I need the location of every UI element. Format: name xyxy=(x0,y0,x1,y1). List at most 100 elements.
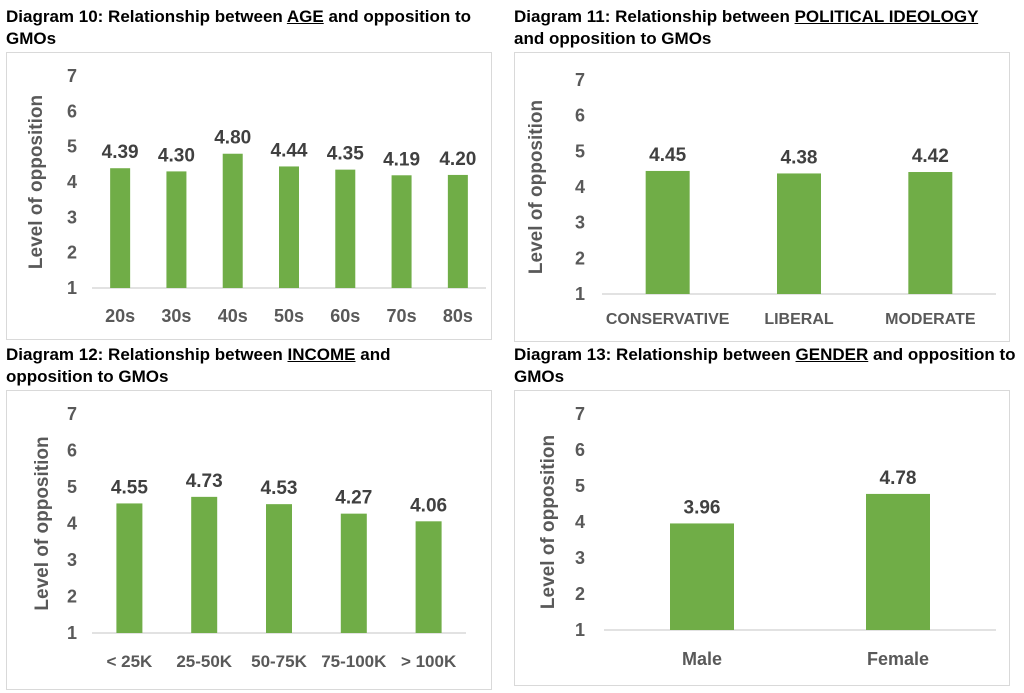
x-tick-label: 50-75K xyxy=(251,652,307,671)
bar xyxy=(777,173,821,294)
y-tick-label: 7 xyxy=(67,404,77,424)
y-tick-label: 2 xyxy=(67,587,77,607)
bar xyxy=(222,153,243,288)
x-tick-label: 50s xyxy=(274,306,304,326)
data-label: 3.96 xyxy=(684,497,721,518)
data-label: 4.38 xyxy=(781,147,818,168)
bar xyxy=(645,170,690,294)
chart-title-suffix: and opposition to GMOs xyxy=(514,345,1016,386)
bar xyxy=(166,171,187,288)
y-tick-label: 7 xyxy=(575,70,585,90)
x-tick-label: 60s xyxy=(330,306,360,326)
bar xyxy=(670,523,734,630)
chart-plot-income: 1 2 3 4 5 6 7 Level of opposition 4.55 < 25K 4.73 2… xyxy=(32,404,466,671)
chart-title: Diagram 12: Relationship between INCOME … xyxy=(6,344,436,388)
chart-title-suffix: and opposition to GMOs xyxy=(514,29,712,48)
y-axis-label: Level of opposition xyxy=(538,435,559,609)
chart-title-key: GENDER xyxy=(795,345,869,364)
y-tick-label: 3 xyxy=(67,550,77,570)
y-tick-label: 5 xyxy=(575,476,585,496)
x-tick-label: Male xyxy=(682,649,722,669)
chart-plot-age: 1 2 3 4 5 6 7 Level of opposition 4.39 20s 4.30 30s… xyxy=(26,66,486,326)
x-tick-label: 70s xyxy=(387,306,417,326)
y-tick-label: 2 xyxy=(575,248,585,268)
data-label: 4.53 xyxy=(261,478,298,499)
y-tick-label: 2 xyxy=(67,243,77,263)
bar xyxy=(191,496,218,633)
bar xyxy=(266,504,292,633)
chart-panel-political-ideology: Diagram 11: Relationship between POLITIC… xyxy=(514,6,1020,344)
chart-panel-income: Diagram 12: Relationship between INCOME … xyxy=(6,344,506,691)
data-label: 4.78 xyxy=(880,468,917,489)
chart-title: Diagram 11: Relationship between POLITIC… xyxy=(514,6,1004,50)
y-axis-label: Level of opposition xyxy=(26,95,47,269)
bar xyxy=(415,521,442,633)
data-label: 4.45 xyxy=(649,145,686,166)
data-label: 4.20 xyxy=(439,149,476,170)
chart-title-prefix: Diagram 12: Relationship between xyxy=(6,345,288,364)
y-tick-label: 4 xyxy=(67,172,77,192)
y-tick-label: 6 xyxy=(575,106,585,126)
x-tick-label: > 100K xyxy=(401,652,457,671)
chart-title-suffix: and opposition to GMOs xyxy=(6,7,472,48)
data-label: 4.73 xyxy=(186,471,223,492)
y-tick-label: 6 xyxy=(67,101,77,121)
chart-title-prefix: Diagram 11: Relationship between xyxy=(514,7,795,26)
chart-title: Diagram 10: Relationship between AGE and… xyxy=(6,6,486,50)
y-tick-label: 6 xyxy=(67,441,77,461)
data-label: 4.35 xyxy=(327,144,364,165)
chart-panel-gender: Diagram 13: Relationship between GENDER … xyxy=(514,344,1020,691)
y-axis-label: Level of opposition xyxy=(32,436,53,610)
bar xyxy=(391,175,412,288)
y-tick-label: 3 xyxy=(575,548,585,568)
x-tick-label: CONSERVATIVE xyxy=(606,311,730,328)
x-tick-label: LIBERAL xyxy=(764,311,834,328)
data-label: 4.30 xyxy=(158,145,195,166)
bar xyxy=(110,168,131,288)
chart-title-prefix: Diagram 10: Relationship between xyxy=(6,7,287,26)
x-tick-label: MODERATE xyxy=(885,311,976,328)
chart-plot-gender: 1 2 3 4 5 6 7 Level of opposition 3.96 Male 4.78 Fe… xyxy=(538,404,996,669)
bar xyxy=(340,513,367,633)
y-tick-label: 5 xyxy=(575,141,585,161)
y-tick-label: 3 xyxy=(575,213,585,233)
data-label: 4.27 xyxy=(335,488,372,509)
chart-title-key: AGE xyxy=(286,7,324,26)
data-label: 4.55 xyxy=(111,477,148,498)
bar xyxy=(447,174,468,288)
x-tick-label: 25-50K xyxy=(176,652,232,671)
data-label: 4.44 xyxy=(271,140,308,161)
chart-frame xyxy=(6,390,492,690)
y-tick-label: 4 xyxy=(575,177,585,197)
x-tick-label: 80s xyxy=(443,306,473,326)
y-tick-label: 1 xyxy=(67,278,77,298)
y-tick-label: 4 xyxy=(575,512,585,532)
y-tick-label: 1 xyxy=(67,623,77,643)
data-label: 4.39 xyxy=(102,142,139,163)
y-tick-label: 4 xyxy=(67,514,77,534)
data-label: 4.42 xyxy=(912,146,949,167)
y-tick-label: 6 xyxy=(575,440,585,460)
y-axis-label: Level of opposition xyxy=(526,100,547,274)
chart-title-key: POLITICAL IDEOLOGY xyxy=(794,7,979,26)
bar xyxy=(279,166,299,288)
y-tick-label: 3 xyxy=(67,207,77,227)
x-tick-label: 75-100K xyxy=(321,652,387,671)
y-tick-label: 1 xyxy=(575,284,585,304)
chart-plot-political-ideology: 1 2 3 4 5 6 7 Level of opposition 4.45 CONSERVATI… xyxy=(526,70,996,328)
bar xyxy=(866,493,930,630)
x-tick-label: < 25K xyxy=(106,652,153,671)
y-tick-label: 2 xyxy=(575,584,585,604)
x-tick-label: 40s xyxy=(218,306,248,326)
bar xyxy=(335,169,356,288)
y-tick-label: 5 xyxy=(67,137,77,157)
data-label: 4.19 xyxy=(383,149,420,170)
chart-title-prefix: Diagram 13: Relationship between xyxy=(514,345,796,364)
chart-title-key: INCOME xyxy=(287,345,356,364)
data-label: 4.06 xyxy=(410,495,447,516)
y-tick-label: 5 xyxy=(67,477,77,497)
bar xyxy=(908,172,953,294)
x-tick-label: Female xyxy=(867,649,929,669)
x-tick-label: 20s xyxy=(105,306,135,326)
x-tick-label: 30s xyxy=(161,306,191,326)
